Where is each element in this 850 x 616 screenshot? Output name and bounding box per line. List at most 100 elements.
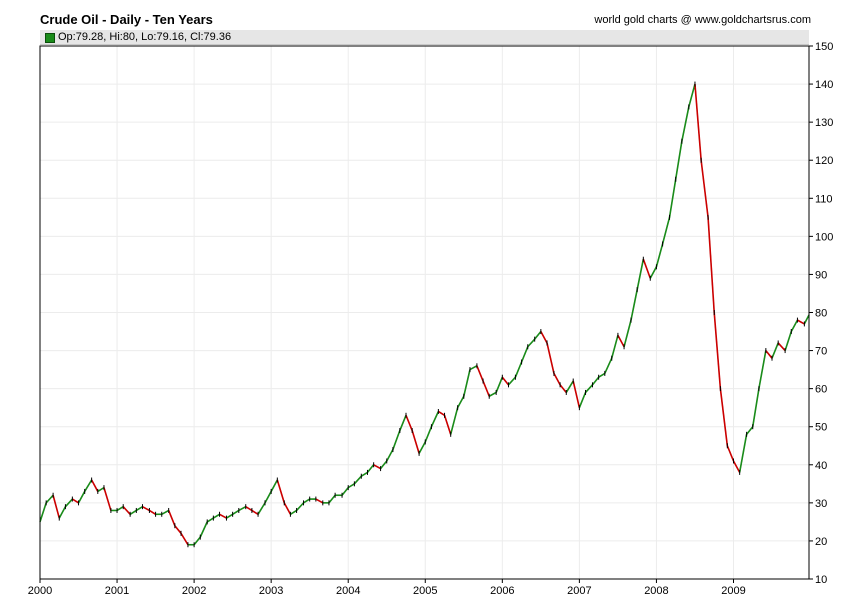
price-segment-down <box>707 217 716 313</box>
y-tick-label: 120 <box>815 155 833 167</box>
price-segment-down <box>90 479 99 492</box>
price-segment-up <box>328 494 336 504</box>
price-segment-down <box>103 487 112 511</box>
price-segment-down <box>540 331 548 344</box>
price-segment-up <box>45 494 54 504</box>
price-segment-up <box>386 449 394 462</box>
price-segment-up <box>206 517 214 523</box>
price-segment-down <box>482 380 490 397</box>
x-tick-label: 2001 <box>105 585 129 597</box>
price-segment-down <box>642 258 652 279</box>
x-tick-label: 2006 <box>490 585 514 597</box>
price-segment-up <box>97 486 105 493</box>
price-segment-down <box>700 160 709 218</box>
price-segment-up <box>790 319 799 332</box>
legend-text: Op:79.28, Hi:80, Lo:79.16, Cl:79.36 <box>58 31 232 43</box>
price-segment-up <box>495 376 504 393</box>
price-segment-up <box>738 434 748 473</box>
x-tick-label: 2002 <box>182 585 206 597</box>
price-segment-down <box>219 513 227 519</box>
y-axis: 10 20 30 40 50 60 70 80 90 100 110 120 130 140 150 <box>809 41 833 586</box>
price-segment-up <box>116 505 124 512</box>
price-segment-up <box>77 491 86 504</box>
price-segment-up <box>661 217 671 245</box>
price-segment-up <box>674 141 683 180</box>
price-segment-down <box>405 414 413 431</box>
price-segment-down <box>765 350 773 359</box>
price-segment-up <box>341 487 349 496</box>
chart-title: Crude Oil - Daily - Ten Years <box>40 12 213 27</box>
price-segment-up <box>745 426 754 435</box>
price-segment-up <box>784 331 793 351</box>
price-segment-up <box>803 314 810 325</box>
price-segment-up <box>751 388 760 427</box>
price-segment-down <box>501 376 510 386</box>
price-segment-up <box>257 502 266 515</box>
price-segment-up <box>424 426 433 443</box>
price-segment-down <box>617 334 625 348</box>
price-segment-up <box>584 384 594 393</box>
price-segment-up <box>264 491 272 504</box>
legend-swatch <box>45 33 55 43</box>
y-tick-label: 60 <box>815 384 827 396</box>
price-segment-up <box>610 335 619 359</box>
price-segment-down <box>726 445 735 462</box>
price-segment-up <box>238 505 247 512</box>
price-segment-up <box>366 464 375 473</box>
price-segment-up <box>199 521 208 538</box>
price-segment-down <box>797 319 805 325</box>
price-segment-down <box>71 498 79 504</box>
price-segment-down <box>553 373 561 386</box>
price-segment-up <box>212 513 220 519</box>
price-segment-up <box>507 376 517 386</box>
price-segment-down <box>251 509 259 515</box>
y-tick-label: 30 <box>815 498 827 510</box>
price-segment-up <box>578 392 587 408</box>
price-segment-down <box>713 312 722 389</box>
price-segment-up <box>771 342 779 359</box>
price-segment-down <box>546 342 555 374</box>
grid <box>40 46 809 579</box>
price-segment-up <box>226 513 234 519</box>
price-segment-up <box>668 179 677 218</box>
price-segment-up <box>514 361 523 378</box>
price-segment-down <box>142 505 150 512</box>
price-segment-up <box>135 505 143 512</box>
price-segment-up <box>758 350 767 389</box>
price-segment-up <box>84 479 93 492</box>
price-series <box>39 81 810 548</box>
price-segment-up <box>591 376 600 386</box>
x-tick-label: 2009 <box>721 585 745 597</box>
price-segment-down <box>167 510 176 527</box>
y-tick-label: 90 <box>815 269 827 281</box>
price-segment-up <box>295 502 305 512</box>
y-tick-label: 50 <box>815 422 827 434</box>
price-segment-down <box>559 384 567 393</box>
price-segment-down <box>245 505 253 512</box>
price-segment-up <box>520 346 529 363</box>
price-segment-down <box>174 525 182 534</box>
y-tick-label: 100 <box>815 231 833 243</box>
price-segment-up <box>290 509 298 515</box>
price-segment-up <box>565 380 574 393</box>
price-segment-up <box>430 411 440 428</box>
y-tick-label: 70 <box>815 346 827 358</box>
ohlc-legend: Op:79.28, Hi:80, Lo:79.16, Cl:79.36 <box>40 30 809 45</box>
price-segment-down <box>719 388 729 446</box>
price-segment-down <box>373 464 381 470</box>
price-segment-down <box>443 415 452 435</box>
price-segment-up <box>598 372 606 378</box>
price-segment-up <box>527 338 536 348</box>
y-tick-label: 20 <box>815 536 827 548</box>
price-segment-down <box>52 495 61 519</box>
price-segment-up <box>688 83 696 108</box>
price-segment-up <box>456 395 465 409</box>
price-segment-down <box>476 365 484 382</box>
price-segment-up <box>418 441 426 454</box>
price-segment-up <box>534 331 542 340</box>
price-segment-up <box>681 106 690 142</box>
y-tick-label: 40 <box>815 460 827 472</box>
x-tick-label: 2008 <box>644 585 668 597</box>
price-segment-down <box>315 498 324 504</box>
